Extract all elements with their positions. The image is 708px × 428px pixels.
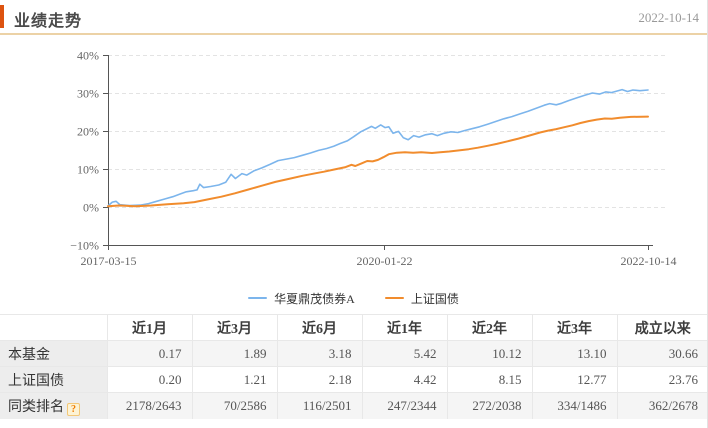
x-tick-label: 2020-01-22	[357, 254, 413, 268]
table-header-cell: 近6月	[276, 314, 362, 341]
chart-legend: 华夏鼎茂债券A 上证国债	[0, 288, 707, 308]
table-row: 本基金 0.17 1.89 3.18 5.42 10.12 13.10 30.66	[0, 340, 707, 367]
table-header-cell: 近1年	[361, 314, 447, 341]
performance-chart: 40% 30% 20% 10% 0% −10%2017-03-15 2020-01-22 20…	[70, 49, 677, 269]
table-cell: 3.18	[276, 340, 362, 367]
table-cell: 30.66	[616, 340, 707, 367]
accent-bar	[0, 5, 4, 28]
table-cell: 247/2344	[361, 392, 447, 419]
x-tick-label: 2017-03-15	[81, 254, 137, 268]
table-cell: 4.42	[361, 366, 447, 393]
table-cell: 2.18	[276, 366, 362, 393]
table-cell: 272/2038	[446, 392, 532, 419]
legend-label-fund: 华夏鼎茂债券A	[274, 291, 355, 306]
table-header-cell: 近3月	[191, 314, 277, 341]
table-cell: 12.77	[531, 366, 617, 393]
table-cell: 116/2501	[276, 392, 362, 419]
table-cell: 2178/2643	[106, 392, 192, 419]
table-cell: 8.15	[446, 366, 532, 393]
table-cell: 0.17	[106, 340, 192, 367]
legend-label-index: 上证国债	[410, 291, 459, 306]
table-cell: 1.21	[191, 366, 277, 393]
widget-header: 业绩走势 2022-10-14	[0, 0, 707, 36]
table-header-row: 近1月 近3月 近6月 近1年 近2年 近3年 成立以来	[0, 314, 707, 341]
y-tick-label: 0%	[83, 201, 99, 215]
page-title: 业绩走势	[14, 13, 83, 30]
y-tick-label: 30%	[77, 87, 99, 101]
y-tick-label: 10%	[77, 163, 99, 177]
table-cell: 334/1486	[531, 392, 617, 419]
report-date: 2022-10-14	[638, 10, 699, 25]
header-divider	[0, 33, 707, 35]
row-label-cell: 上证国债	[0, 366, 107, 393]
legend-item-index[interactable]: 上证国债	[384, 290, 459, 307]
index-line-icon	[384, 297, 404, 299]
table-cell: 362/2678	[616, 392, 707, 419]
y-tick-label: 20%	[77, 125, 99, 139]
table-header-cell	[0, 314, 107, 341]
table-header-cell: 近1月	[106, 314, 192, 341]
table-header-cell: 成立以来	[616, 314, 707, 341]
table-row: 同类排名? 2178/2643 70/2586 116/2501 247/2344 272…	[0, 392, 707, 419]
table-row: 上证国债 0.20 1.21 2.18 4.42 8.15 12.77 23.76	[0, 366, 707, 393]
table-cell: 5.42	[361, 340, 447, 367]
x-tick-label: 2022-10-14	[621, 254, 677, 268]
table-body: 本基金 0.17 1.89 3.18 5.42 10.12 13.10 30.66 上证国债 0.…	[0, 340, 707, 419]
legend-item-fund[interactable]: 华夏鼎茂债券A	[248, 290, 355, 307]
y-tick-label: −10%	[70, 239, 99, 253]
table-cell: 23.76	[616, 366, 707, 393]
series-line-0	[107, 88, 649, 207]
fund-line-icon	[248, 297, 268, 299]
y-tick-label: 40%	[77, 49, 99, 63]
table-cell: 70/2586	[191, 392, 277, 419]
help-icon[interactable]: ?	[67, 402, 80, 416]
row-label-cell: 本基金	[0, 340, 107, 367]
table-header-cell: 近3年	[531, 314, 617, 341]
table-cell: 0.20	[106, 366, 192, 393]
table-cell: 10.12	[446, 340, 532, 367]
performance-table: 近1月 近3月 近6月 近1年 近2年 近3年 成立以来 本基金 0.17 1.89 3.18 5.…	[0, 314, 707, 419]
table-cell: 1.89	[191, 340, 277, 367]
table-header-cell: 近2年	[446, 314, 532, 341]
row-label-cell: 同类排名?	[0, 392, 107, 419]
table-cell: 13.10	[531, 340, 617, 367]
series-line-1	[107, 115, 649, 208]
